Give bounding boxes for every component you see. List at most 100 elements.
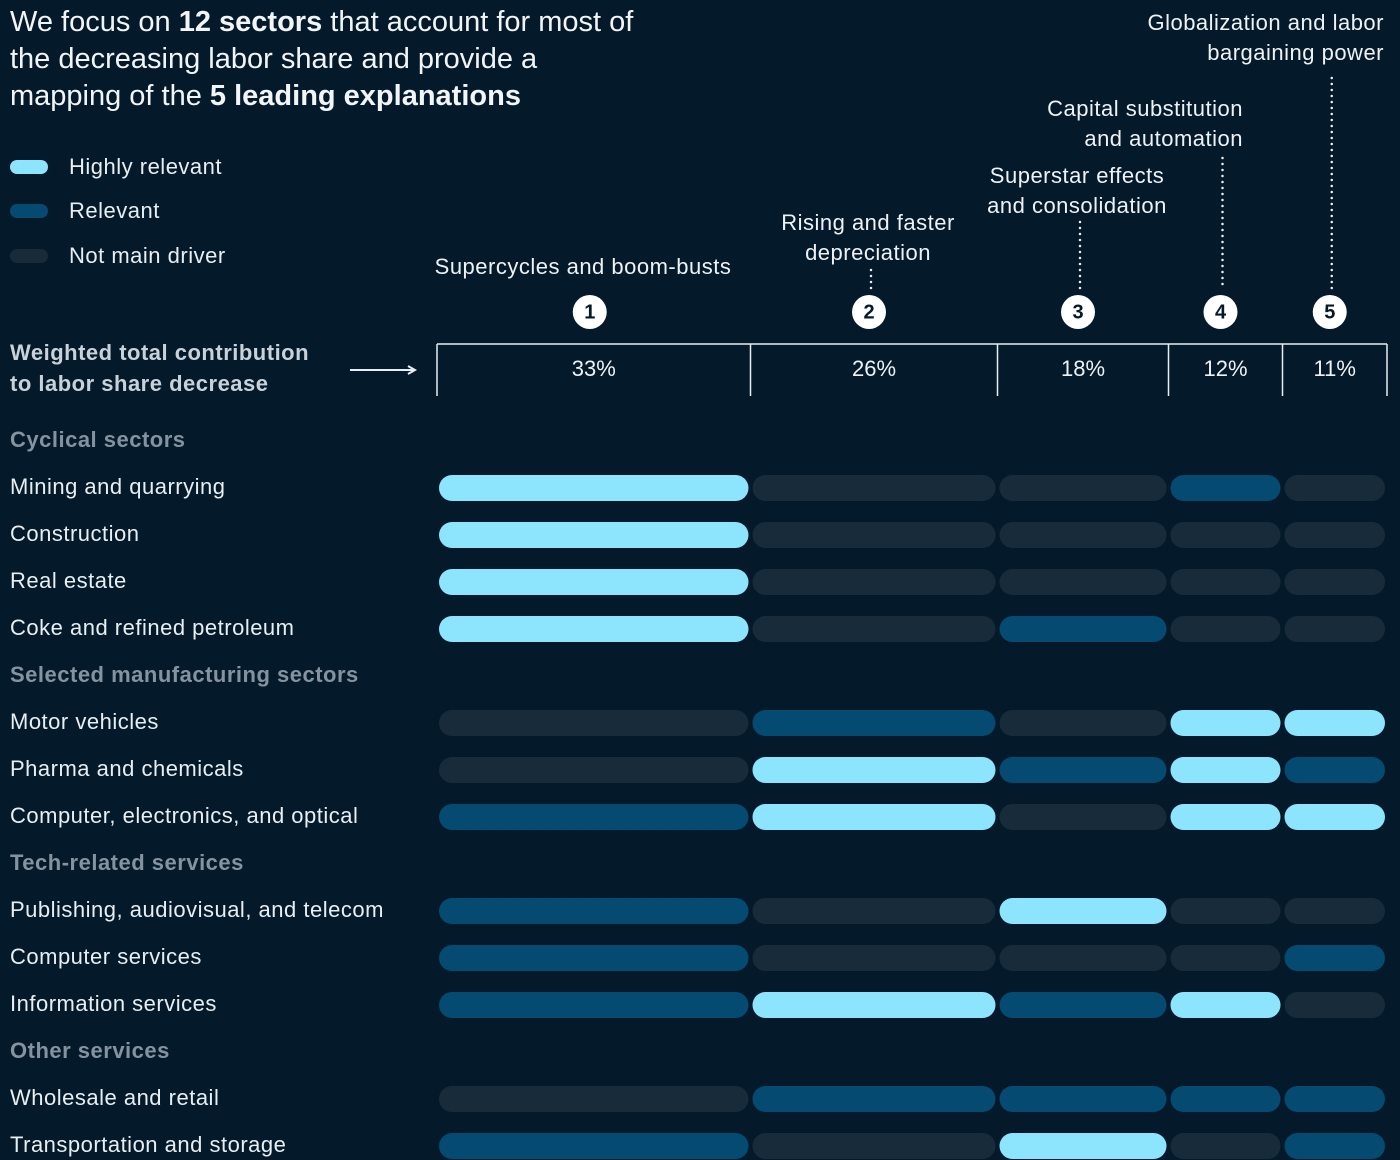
cell [752, 475, 996, 501]
cell [1284, 804, 1385, 830]
explanation-badge [572, 295, 607, 329]
cell [1170, 710, 1281, 736]
explanation-number: 4 [1215, 301, 1227, 323]
explanation-label: Globalization and labor bargaining power [1147, 10, 1384, 65]
cell [1170, 992, 1281, 1018]
group-label: Tech-related services [10, 850, 244, 875]
cell [752, 804, 996, 830]
row-label: Publishing, audiovisual, and telecom [10, 897, 384, 922]
cell [999, 757, 1167, 783]
legend-swatch [10, 249, 48, 263]
cell [1170, 522, 1281, 548]
explanation-number: 1 [584, 301, 595, 323]
row-label: Construction [10, 521, 140, 546]
cell [1284, 945, 1385, 971]
cell [439, 898, 749, 924]
share-label: 18% [1061, 356, 1105, 381]
cell [1170, 1133, 1281, 1159]
cell [999, 475, 1167, 501]
row-label: Pharma and chemicals [10, 756, 244, 781]
explanation-number: 5 [1324, 301, 1335, 323]
explanation-badge [1061, 295, 1095, 329]
cell [752, 898, 996, 924]
cell [1284, 569, 1385, 595]
cell [1284, 1086, 1385, 1112]
cell [1170, 804, 1281, 830]
cell [439, 522, 749, 548]
title-part: 5 leading explanations [209, 80, 521, 112]
share-label: 26% [852, 356, 896, 381]
cell [999, 945, 1167, 971]
explanation-label: Rising and faster depreciation [781, 210, 955, 265]
cell [1170, 475, 1281, 501]
group-label: Cyclical sectors [10, 427, 186, 452]
explanation-label: Superstar effects and consolidation [987, 163, 1167, 218]
cell [1170, 898, 1281, 924]
cell [752, 522, 996, 548]
cell [999, 1086, 1167, 1112]
explanation-badge [1312, 295, 1347, 329]
legend-swatch [10, 204, 48, 218]
explanation-badge [1203, 295, 1238, 329]
values-label: Weighted total contribution to labor shar… [10, 340, 309, 396]
cell [752, 992, 996, 1018]
cell [439, 804, 749, 830]
cell [439, 945, 749, 971]
cell [999, 804, 1167, 830]
cell [439, 1133, 749, 1159]
legend-label: Relevant [69, 198, 160, 223]
cell [1284, 898, 1385, 924]
title-part: We focus on [10, 6, 179, 38]
cell [999, 898, 1167, 924]
cell [1170, 1086, 1281, 1112]
arrow-head [407, 365, 418, 375]
cell [752, 1086, 996, 1112]
cell [439, 757, 749, 783]
cell [439, 710, 749, 736]
share-label: 12% [1203, 356, 1247, 381]
share-label: 33% [572, 356, 616, 381]
legend-label: Not main driver [69, 243, 226, 268]
title-part: that account for most of the decreasing … [10, 6, 634, 112]
explanation-number: 2 [863, 301, 874, 323]
row-label: Real estate [10, 568, 127, 593]
cell [752, 1133, 996, 1159]
values-label-line: to labor share decrease [10, 371, 269, 396]
cell [439, 616, 749, 642]
cell [1284, 710, 1385, 736]
group-label: Other services [10, 1038, 170, 1063]
row-label: Mining and quarrying [10, 474, 225, 499]
explanation-label: Supercycles and boom-busts [434, 254, 732, 279]
row-label: Information services [10, 991, 217, 1016]
cell [752, 945, 996, 971]
legend-label: Highly relevant [69, 154, 222, 179]
cell [752, 757, 996, 783]
values-label-line: Weighted total contribution [10, 340, 309, 365]
explanation-badge [852, 295, 886, 329]
cell [1170, 569, 1281, 595]
chart-title: We focus on 12 sectors that account for … [10, 4, 650, 115]
row-label: Transportation and storage [10, 1132, 286, 1157]
cell [1284, 1133, 1385, 1159]
cell [439, 569, 749, 595]
group-label: Selected manufacturing sectors [10, 662, 359, 687]
cell [752, 616, 996, 642]
cell [999, 710, 1167, 736]
cell [1170, 616, 1281, 642]
row-label: Wholesale and retail [10, 1085, 219, 1110]
title-part: 12 sectors [178, 6, 323, 38]
cell [999, 522, 1167, 548]
row-label: Computer, electronics, and optical [10, 803, 358, 828]
cell [439, 1086, 749, 1112]
explanation-number: 3 [1072, 301, 1083, 323]
row-label: Coke and refined petroleum [10, 615, 295, 640]
cell [1170, 757, 1281, 783]
row-label: Computer services [10, 944, 202, 969]
cell [999, 616, 1167, 642]
cell [1284, 757, 1385, 783]
legend-swatch [10, 160, 48, 174]
cell [999, 569, 1167, 595]
cell [1284, 475, 1385, 501]
